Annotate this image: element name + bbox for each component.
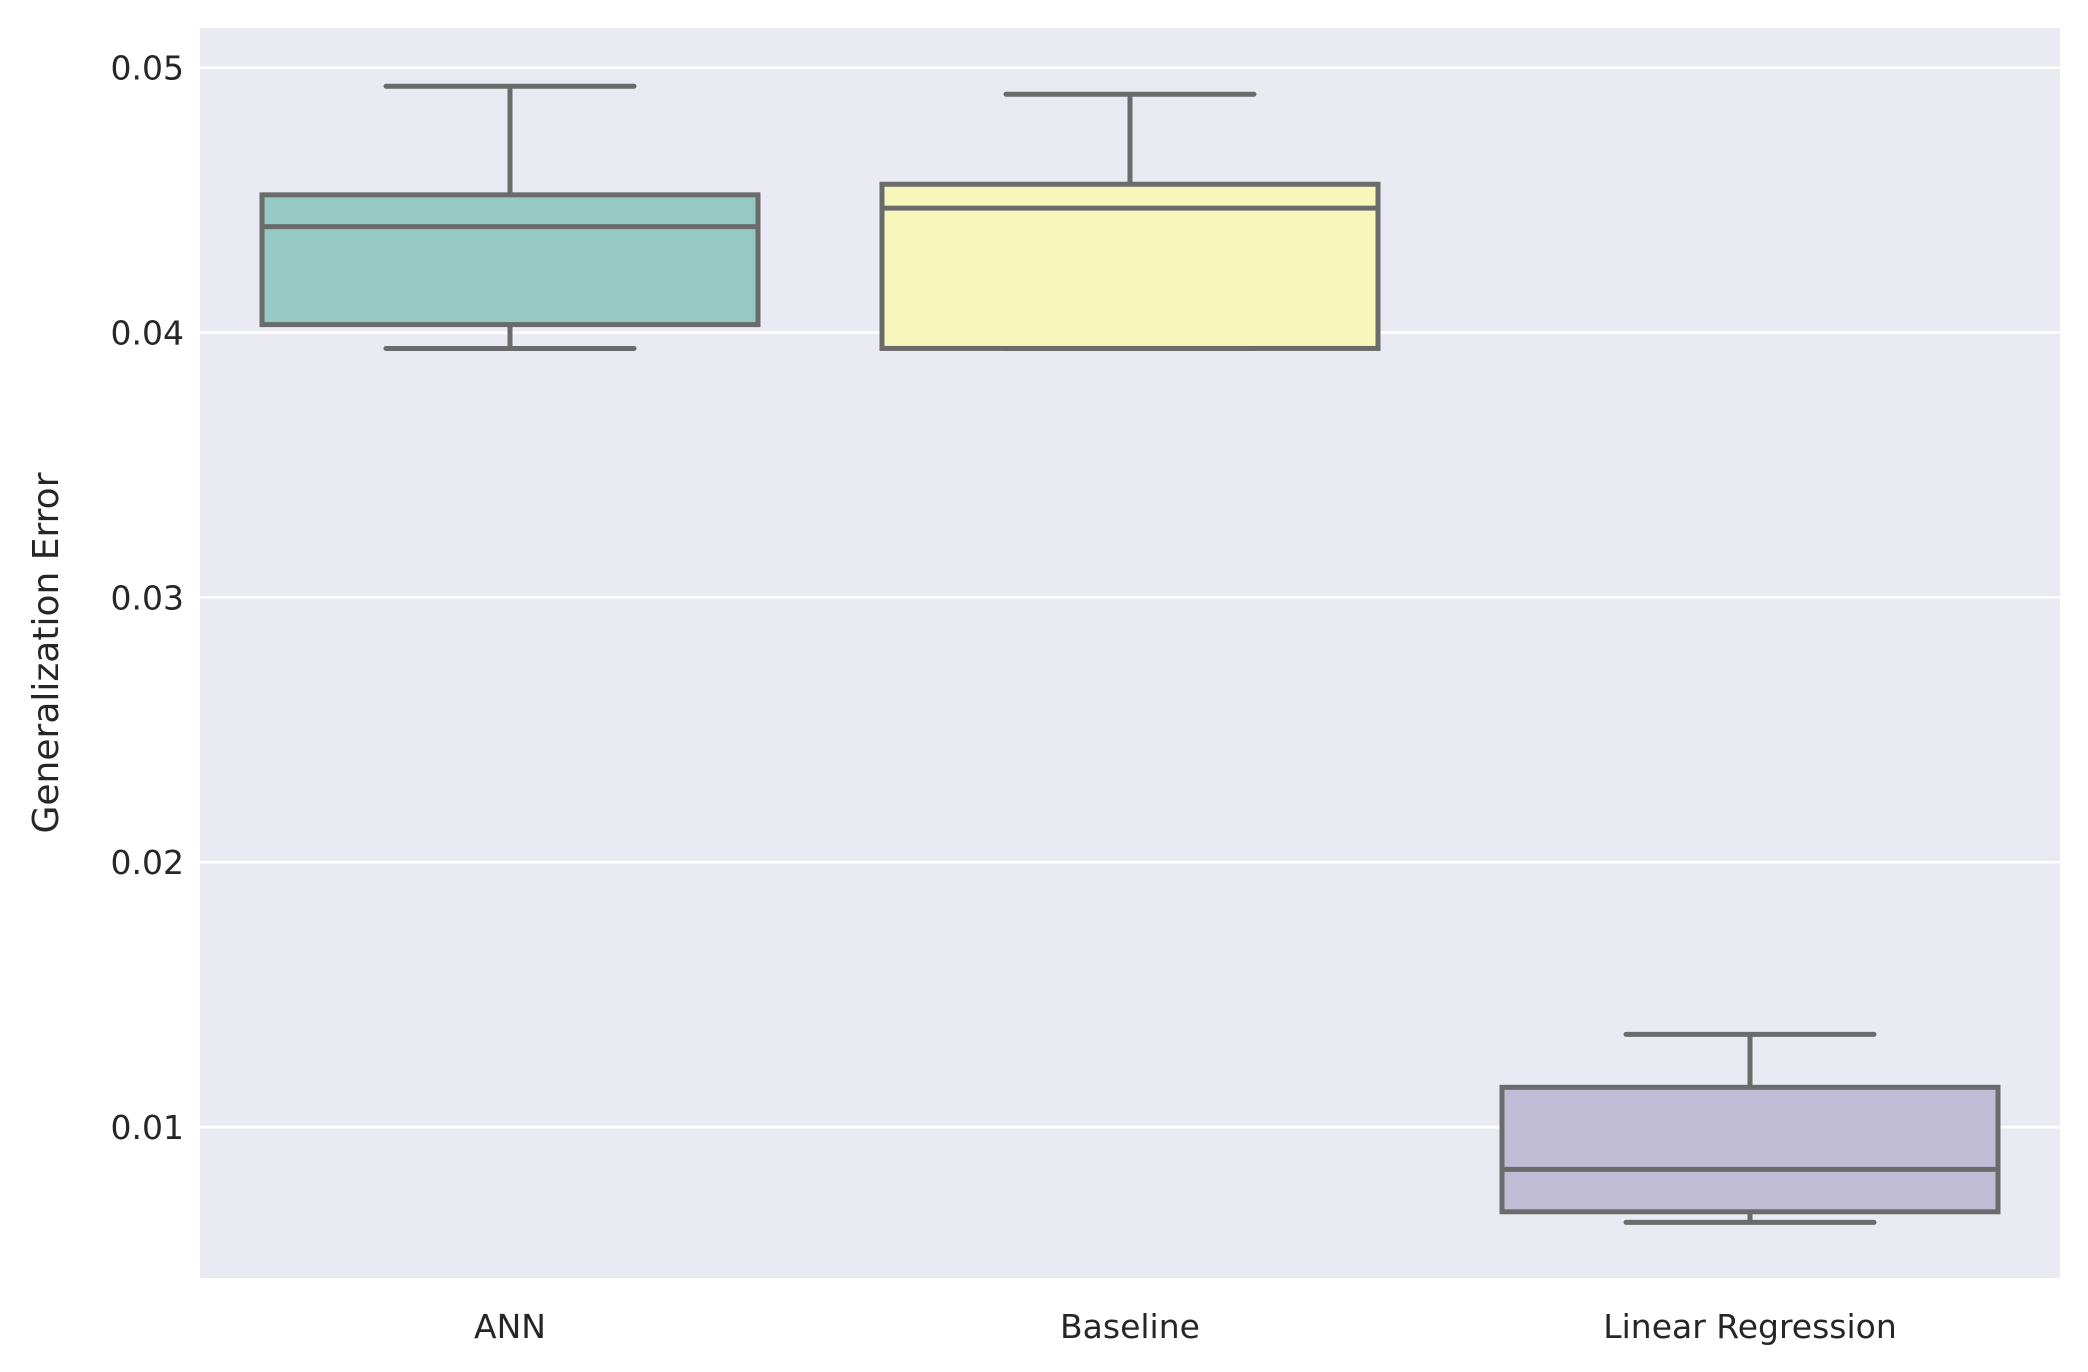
y-tick-label: 0.04 [111,314,184,353]
box-body [879,181,1381,351]
box-body [1499,1084,2001,1215]
y-tick-labels: 0.01 0.02 0.03 0.04 0.05 [111,49,184,1147]
x-tick-labels: ANN Baseline Linear Regression [474,1307,1897,1346]
y-axis-label: Generalization Error [26,472,67,833]
boxes [259,83,2001,1225]
x-tick-label: ANN [474,1307,546,1346]
y-tick-label: 0.05 [111,49,184,88]
y-tick-label: 0.02 [111,843,184,882]
box-linear-regression [1499,1031,2001,1225]
y-tick-label: 0.01 [111,1108,184,1147]
box-body [259,192,761,328]
x-tick-label: Linear Regression [1603,1307,1897,1346]
box-ann [259,83,761,351]
x-tick-label: Baseline [1060,1307,1200,1346]
box-baseline [879,91,1381,351]
y-tick-label: 0.03 [111,578,184,617]
